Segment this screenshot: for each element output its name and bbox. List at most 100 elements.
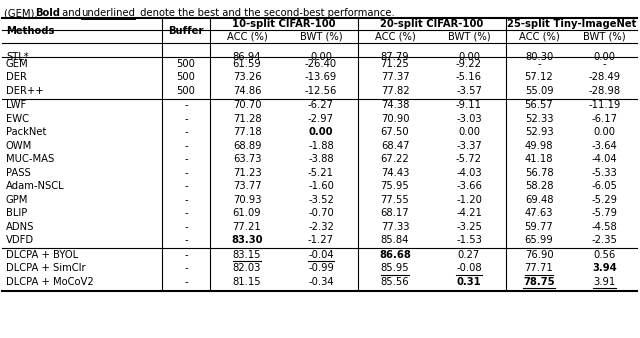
Text: -3.57: -3.57 bbox=[456, 86, 482, 96]
Text: -28.49: -28.49 bbox=[588, 72, 621, 82]
Text: -5.21: -5.21 bbox=[308, 168, 334, 178]
Text: -1.60: -1.60 bbox=[308, 181, 334, 191]
Text: -3.52: -3.52 bbox=[308, 195, 334, 205]
Text: -6.27: -6.27 bbox=[308, 100, 334, 110]
Text: BWT (%): BWT (%) bbox=[300, 31, 342, 42]
Text: EWC: EWC bbox=[6, 114, 29, 124]
Text: 61.09: 61.09 bbox=[233, 208, 261, 218]
Text: -: - bbox=[184, 154, 188, 164]
Text: OWM: OWM bbox=[6, 141, 32, 151]
Text: 85.84: 85.84 bbox=[381, 235, 409, 245]
Text: -1.20: -1.20 bbox=[456, 195, 482, 205]
Text: -: - bbox=[184, 168, 188, 178]
Text: 41.18: 41.18 bbox=[525, 154, 553, 164]
Text: 52.93: 52.93 bbox=[525, 127, 554, 137]
Text: -12.56: -12.56 bbox=[305, 86, 337, 96]
Text: 86.68: 86.68 bbox=[379, 250, 411, 260]
Text: 76.90: 76.90 bbox=[525, 250, 554, 260]
Text: -2.32: -2.32 bbox=[308, 222, 334, 232]
Text: -: - bbox=[184, 100, 188, 110]
Text: 77.33: 77.33 bbox=[381, 222, 409, 232]
Text: 63.73: 63.73 bbox=[233, 154, 261, 164]
Text: -3.66: -3.66 bbox=[456, 181, 482, 191]
Text: -: - bbox=[184, 263, 188, 273]
Text: 68.17: 68.17 bbox=[381, 208, 410, 218]
Text: -5.79: -5.79 bbox=[591, 208, 618, 218]
Text: -0.08: -0.08 bbox=[456, 263, 482, 273]
Text: 0.00: 0.00 bbox=[593, 52, 616, 62]
Text: DLCPA + MoCoV2: DLCPA + MoCoV2 bbox=[6, 277, 93, 287]
Text: 3.94: 3.94 bbox=[592, 263, 617, 273]
Text: -0.04: -0.04 bbox=[308, 250, 334, 260]
Text: PackNet: PackNet bbox=[6, 127, 46, 137]
Text: -4.03: -4.03 bbox=[456, 168, 482, 178]
Text: -5.16: -5.16 bbox=[456, 72, 482, 82]
Text: 69.48: 69.48 bbox=[525, 195, 553, 205]
Text: BLIP: BLIP bbox=[6, 208, 28, 218]
Text: -: - bbox=[184, 52, 188, 62]
Text: 70.90: 70.90 bbox=[381, 114, 409, 124]
Text: -1.53: -1.53 bbox=[456, 235, 482, 245]
Text: 25-split Tiny-ImageNet: 25-split Tiny-ImageNet bbox=[507, 19, 636, 29]
Text: Buffer: Buffer bbox=[168, 25, 204, 35]
Text: DER: DER bbox=[6, 72, 27, 82]
Text: 61.59: 61.59 bbox=[232, 59, 261, 69]
Text: 52.33: 52.33 bbox=[525, 114, 553, 124]
Text: 77.21: 77.21 bbox=[232, 222, 261, 232]
Text: -4.21: -4.21 bbox=[456, 208, 482, 218]
Text: -: - bbox=[537, 59, 541, 69]
Text: -: - bbox=[184, 222, 188, 232]
Text: 0.00: 0.00 bbox=[458, 127, 480, 137]
Text: 77.71: 77.71 bbox=[525, 263, 554, 273]
Text: Methods: Methods bbox=[6, 25, 54, 35]
Text: -2.97: -2.97 bbox=[308, 114, 334, 124]
Text: ADNS: ADNS bbox=[6, 222, 35, 232]
Text: 74.38: 74.38 bbox=[381, 100, 409, 110]
Text: 83.30: 83.30 bbox=[231, 235, 263, 245]
Text: -: - bbox=[184, 141, 188, 151]
Text: 85.56: 85.56 bbox=[381, 277, 410, 287]
Text: -5.72: -5.72 bbox=[456, 154, 482, 164]
Text: Adam-NSCL: Adam-NSCL bbox=[6, 181, 65, 191]
Text: 20-split CIFAR-100: 20-split CIFAR-100 bbox=[380, 19, 484, 29]
Text: 500: 500 bbox=[177, 86, 195, 96]
Text: 68.47: 68.47 bbox=[381, 141, 409, 151]
Text: 85.95: 85.95 bbox=[381, 263, 410, 273]
Text: DLCPA + SimClr: DLCPA + SimClr bbox=[6, 263, 86, 273]
Text: 83.15: 83.15 bbox=[233, 250, 261, 260]
Text: -9.22: -9.22 bbox=[456, 59, 482, 69]
Text: -5.29: -5.29 bbox=[591, 195, 618, 205]
Text: 68.89: 68.89 bbox=[233, 141, 261, 151]
Text: -3.37: -3.37 bbox=[456, 141, 482, 151]
Text: 65.99: 65.99 bbox=[525, 235, 554, 245]
Text: -: - bbox=[184, 250, 188, 260]
Text: GPM: GPM bbox=[6, 195, 28, 205]
Text: 71.23: 71.23 bbox=[233, 168, 261, 178]
Text: 47.63: 47.63 bbox=[525, 208, 553, 218]
Text: -3.88: -3.88 bbox=[308, 154, 334, 164]
Text: 77.18: 77.18 bbox=[233, 127, 261, 137]
Text: 77.82: 77.82 bbox=[381, 86, 410, 96]
Text: 80.30: 80.30 bbox=[525, 52, 553, 62]
Text: -9.11: -9.11 bbox=[456, 100, 482, 110]
Text: 77.55: 77.55 bbox=[381, 195, 410, 205]
Text: 82.03: 82.03 bbox=[233, 263, 261, 273]
Text: 500: 500 bbox=[177, 59, 195, 69]
Text: -6.05: -6.05 bbox=[591, 181, 618, 191]
Text: 0.27: 0.27 bbox=[458, 250, 480, 260]
Text: 500: 500 bbox=[177, 72, 195, 82]
Text: 70.93: 70.93 bbox=[233, 195, 261, 205]
Text: 71.25: 71.25 bbox=[381, 59, 410, 69]
Text: 87.79: 87.79 bbox=[381, 52, 410, 62]
Text: -2.35: -2.35 bbox=[591, 235, 618, 245]
Text: 67.22: 67.22 bbox=[381, 154, 410, 164]
Text: 71.28: 71.28 bbox=[233, 114, 261, 124]
Text: BWT (%): BWT (%) bbox=[448, 31, 490, 42]
Text: -4.04: -4.04 bbox=[592, 154, 618, 164]
Text: ACC (%): ACC (%) bbox=[374, 31, 415, 42]
Text: 0.31: 0.31 bbox=[456, 277, 481, 287]
Text: 74.43: 74.43 bbox=[381, 168, 409, 178]
Text: Bold: Bold bbox=[35, 8, 60, 18]
Text: 56.78: 56.78 bbox=[525, 168, 554, 178]
Text: denote the best and the second-best performance.: denote the best and the second-best perf… bbox=[137, 8, 395, 18]
